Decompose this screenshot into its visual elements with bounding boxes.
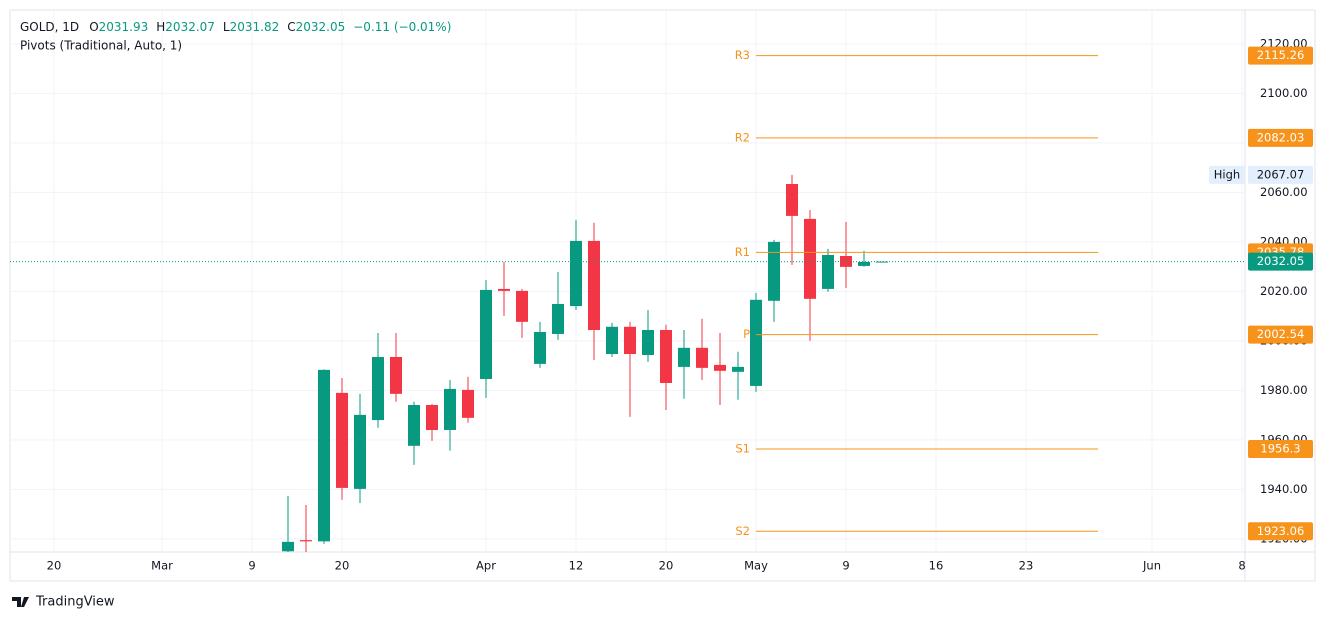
candle-body: [858, 261, 870, 266]
branding: TradingView: [12, 595, 115, 610]
change: −0.11 (−0.01%): [353, 20, 451, 34]
ohlc-key: O: [89, 20, 98, 34]
high-price-box: [1248, 165, 1313, 184]
candle-body: [606, 326, 618, 355]
candle-body: [876, 261, 888, 263]
y-tick-label: 1940.00: [1260, 482, 1308, 496]
pivot-price-label: 1923.06: [1257, 524, 1305, 538]
candle-body: [642, 330, 654, 355]
candle-body: [516, 290, 528, 322]
y-tick-label: 1980.00: [1260, 383, 1308, 397]
x-tick-label: Jun: [1142, 559, 1161, 573]
y-tick-label: 2100.00: [1260, 86, 1308, 100]
pivot-price-box: [1248, 440, 1313, 459]
candle-body: [840, 256, 852, 267]
candle-body: [354, 414, 366, 489]
pivot-name: R3: [735, 48, 750, 62]
logo: [12, 597, 29, 607]
ohlc-value: 2031.82: [230, 20, 280, 34]
candle-body: [786, 183, 798, 216]
ohlc-value: 2032.05: [296, 20, 346, 34]
candle-body: [678, 347, 690, 367]
candle-body: [804, 218, 816, 299]
pivot-name: R1: [735, 245, 750, 259]
chart-frame: [9, 9, 1316, 582]
x-tick-label: 20: [659, 559, 674, 573]
pivot-name: P: [743, 327, 750, 341]
candle-body: [498, 288, 510, 291]
high-tag: High: [1214, 167, 1240, 181]
pivot-price-label: 1956.3: [1260, 442, 1300, 456]
candle-body: [282, 541, 294, 552]
indicator-legend: Pivots (Traditional, Auto, 1): [20, 39, 182, 53]
candle-body: [390, 356, 402, 394]
candle-body: [714, 364, 726, 371]
pivot-price-label: 2115.26: [1257, 48, 1305, 62]
brand-name: TradingView: [35, 595, 115, 610]
x-tick-label: 16: [929, 559, 944, 573]
x-tick-label: 20: [47, 559, 62, 573]
overlay: 2115.262082.032035.782002.541956.31923.0…: [20, 20, 1313, 541]
candle-body: [462, 389, 474, 418]
ohlc-value: 2032.07: [165, 20, 215, 34]
ohlc-value: 2031.93: [99, 20, 149, 34]
ohlc-key: H: [156, 20, 165, 34]
x-tick-label: 8: [1238, 559, 1245, 573]
x-tick-label: May: [744, 559, 768, 573]
pivot-price-box: [1248, 128, 1313, 147]
symbol-legend: GOLD, 1D O2031.93 H2032.07 L2031.82 C2032.05…: [20, 20, 451, 34]
candle-body: [768, 241, 780, 301]
pivot-price-box: [1248, 522, 1313, 541]
x-tick-label: Apr: [476, 559, 496, 573]
candle-body: [822, 255, 834, 289]
candle-body: [480, 289, 492, 380]
candle-body: [750, 299, 762, 386]
plot: R3 R2 R1 P S1 S2: [10, 48, 1245, 552]
candle-body: [552, 304, 564, 334]
candle-body: [372, 356, 384, 421]
pivot-price-label: 2002.54: [1257, 327, 1305, 341]
candle-body: [588, 240, 600, 331]
pivot-name: R2: [735, 130, 750, 144]
x-tick-label: 9: [248, 559, 255, 573]
candle-body: [426, 404, 438, 430]
high-tag-box: [1209, 165, 1245, 184]
symbol: GOLD, 1D: [20, 20, 79, 34]
x-tick-label: 23: [1019, 559, 1034, 573]
last-price-box: [1248, 252, 1313, 271]
candle-body: [444, 388, 456, 430]
candle-body: [408, 404, 420, 446]
ohlc-key: L: [223, 20, 230, 34]
pivot-name: S1: [735, 442, 750, 456]
candle-body: [570, 240, 582, 306]
pivot-price-label: 2082.03: [1257, 130, 1305, 144]
ohlc-key: C: [287, 20, 295, 34]
high-price-label: 2067.07: [1257, 167, 1305, 181]
pivot-price-box: [1248, 325, 1313, 344]
last-price-label: 2032.05: [1257, 254, 1305, 268]
candle-body: [534, 331, 546, 364]
x-tick-label: Mar: [151, 559, 173, 573]
candle-body: [696, 347, 708, 368]
pivot-name: S2: [735, 524, 750, 538]
candle-body: [300, 540, 312, 542]
x-tick-label: 12: [569, 559, 584, 573]
candle-body: [336, 392, 348, 488]
candle-body: [318, 369, 330, 542]
candle-body: [624, 326, 636, 355]
x-tick-label: 20: [335, 559, 350, 573]
y-tick-label: 2060.00: [1260, 185, 1308, 199]
x-tick-label: 9: [842, 559, 849, 573]
pivot-price-box: [1248, 46, 1313, 65]
y-tick-label: 2020.00: [1260, 284, 1308, 298]
candle-body: [660, 330, 672, 383]
candle-body: [732, 366, 744, 372]
